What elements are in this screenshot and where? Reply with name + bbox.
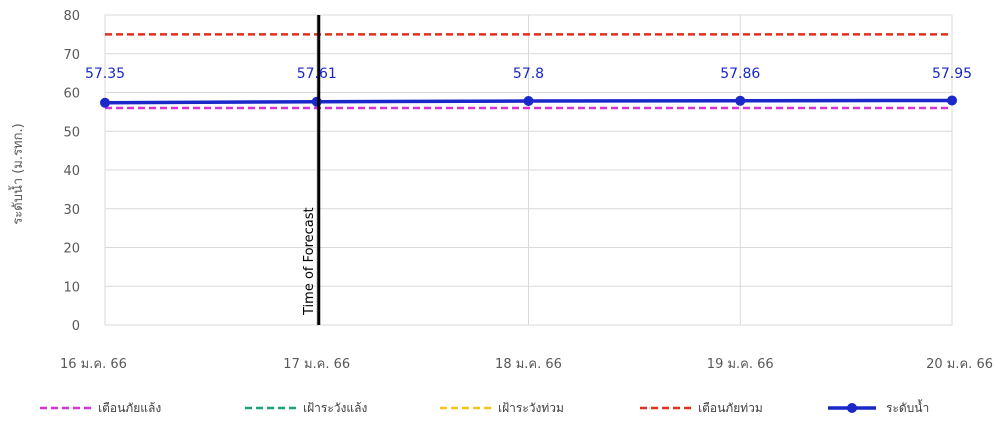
x-tick-label: 20 ม.ค. 66 xyxy=(926,357,993,372)
y-tick-label: 40 xyxy=(63,164,80,179)
y-tick-labels: 0 10 20 30 40 50 60 70 80 xyxy=(63,9,80,334)
y-tick-label: 20 xyxy=(63,242,80,257)
x-tick-label: 18 ม.ค. 66 xyxy=(495,357,562,372)
y-axis-label: ระดับน้ำ (ม.รทก.) xyxy=(8,123,26,224)
legend: เตือนภัยแล้ง เฝ้าระวังแล้ง เฝ้าระวังท่วม เต… xyxy=(40,399,929,415)
legend-label: เตือนภัยแล้ง xyxy=(98,401,161,415)
data-label: 57.61 xyxy=(297,66,337,82)
legend-label: เฝ้าระวังแล้ง xyxy=(303,401,367,415)
legend-label: เตือนภัยท่วม xyxy=(698,401,763,415)
data-label: 57.95 xyxy=(932,66,972,82)
data-point xyxy=(735,95,746,106)
data-label: 57.86 xyxy=(720,66,760,82)
legend-marker xyxy=(847,403,857,413)
data-point xyxy=(523,96,534,107)
data-label: 57.8 xyxy=(513,66,544,82)
y-tick-label: 80 xyxy=(63,9,80,24)
x-tick-label: 17 ม.ค. 66 xyxy=(283,357,350,372)
x-tick-label: 19 ม.ค. 66 xyxy=(707,357,774,372)
y-tick-label: 50 xyxy=(63,125,80,140)
grid xyxy=(104,14,953,326)
x-tick-labels: 16 ม.ค. 66 17 ม.ค. 66 18 ม.ค. 66 19 ม.ค. 66… xyxy=(60,357,993,372)
y-tick-label: 10 xyxy=(63,280,80,295)
data-point xyxy=(947,95,957,106)
forecast-label: Time of Forecast xyxy=(302,207,317,316)
series-layer xyxy=(100,33,957,110)
y-tick-label: 70 xyxy=(63,48,80,63)
data-label: 57.35 xyxy=(85,66,125,82)
y-tick-label: 60 xyxy=(63,87,80,102)
x-tick-label: 16 ม.ค. 66 xyxy=(60,357,127,372)
legend-label: เฝ้าระวังท่วม xyxy=(498,401,564,415)
y-tick-label: 30 xyxy=(63,203,80,218)
forecast-marker: Time of Forecast xyxy=(302,15,321,325)
y-tick-label: 0 xyxy=(72,319,80,334)
data-point xyxy=(100,97,110,108)
data-labels: 57.35 57.61 57.8 57.86 57.95 xyxy=(85,66,972,82)
legend-label: ระดับน้ำ xyxy=(886,399,929,415)
